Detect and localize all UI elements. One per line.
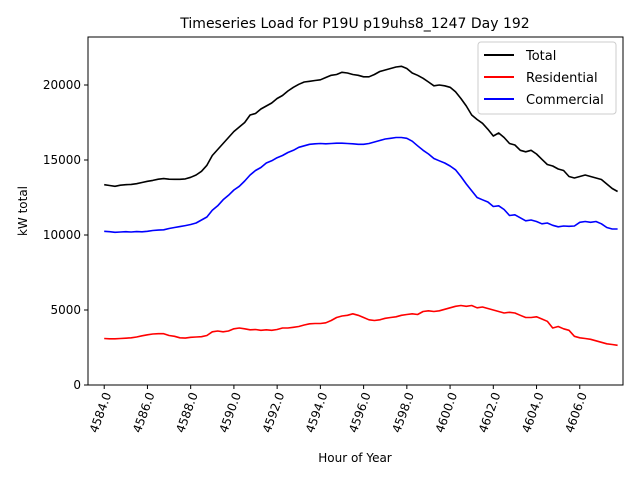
x-axis-label: Hour of Year	[318, 451, 392, 465]
x-tick-label: 4592.0	[260, 390, 288, 434]
x-tick-label: 4586.0	[130, 390, 158, 434]
legend-label-total: Total	[525, 49, 556, 64]
x-tick-label: 4604.0	[519, 390, 547, 434]
series-line-residential	[104, 304, 618, 347]
y-tick-label: 15000	[43, 153, 81, 167]
series-layer	[104, 65, 618, 347]
x-axis-ticks: 4584.0 4586.0 4588.0 4590.0 4592.0 4594.0 4596…	[87, 385, 590, 435]
x-tick-label: 4602.0	[476, 390, 504, 434]
x-tick-label: 4588.0	[173, 390, 201, 434]
y-axis-ticks: 0 5000 10000 15000 20000	[43, 78, 88, 392]
legend-label-commercial: Commercial	[526, 93, 604, 108]
x-tick-label: 4590.0	[216, 390, 244, 434]
series-line-total	[104, 65, 618, 193]
x-tick-label: 4584.0	[87, 390, 115, 434]
x-tick-label: 4598.0	[389, 390, 417, 434]
y-axis-label: kW total	[16, 186, 30, 236]
x-tick-label: 4596.0	[346, 390, 374, 434]
x-tick-label: 4594.0	[303, 390, 331, 434]
y-tick-label: 10000	[43, 228, 81, 242]
chart-legend: Total Residential Commercial	[477, 41, 617, 115]
y-tick-label: 20000	[43, 78, 81, 92]
legend-label-residential: Residential	[526, 71, 598, 86]
series-line-commercial	[104, 136, 618, 234]
legend-box	[477, 41, 617, 115]
y-tick-label: 0	[73, 378, 81, 392]
y-tick-label: 5000	[50, 303, 81, 317]
chart-title: Timeseries Load for P19U p19uhs8_1247 Da…	[179, 16, 529, 32]
x-tick-label: 4600.0	[433, 390, 461, 434]
x-tick-label: 4606.0	[562, 390, 590, 434]
